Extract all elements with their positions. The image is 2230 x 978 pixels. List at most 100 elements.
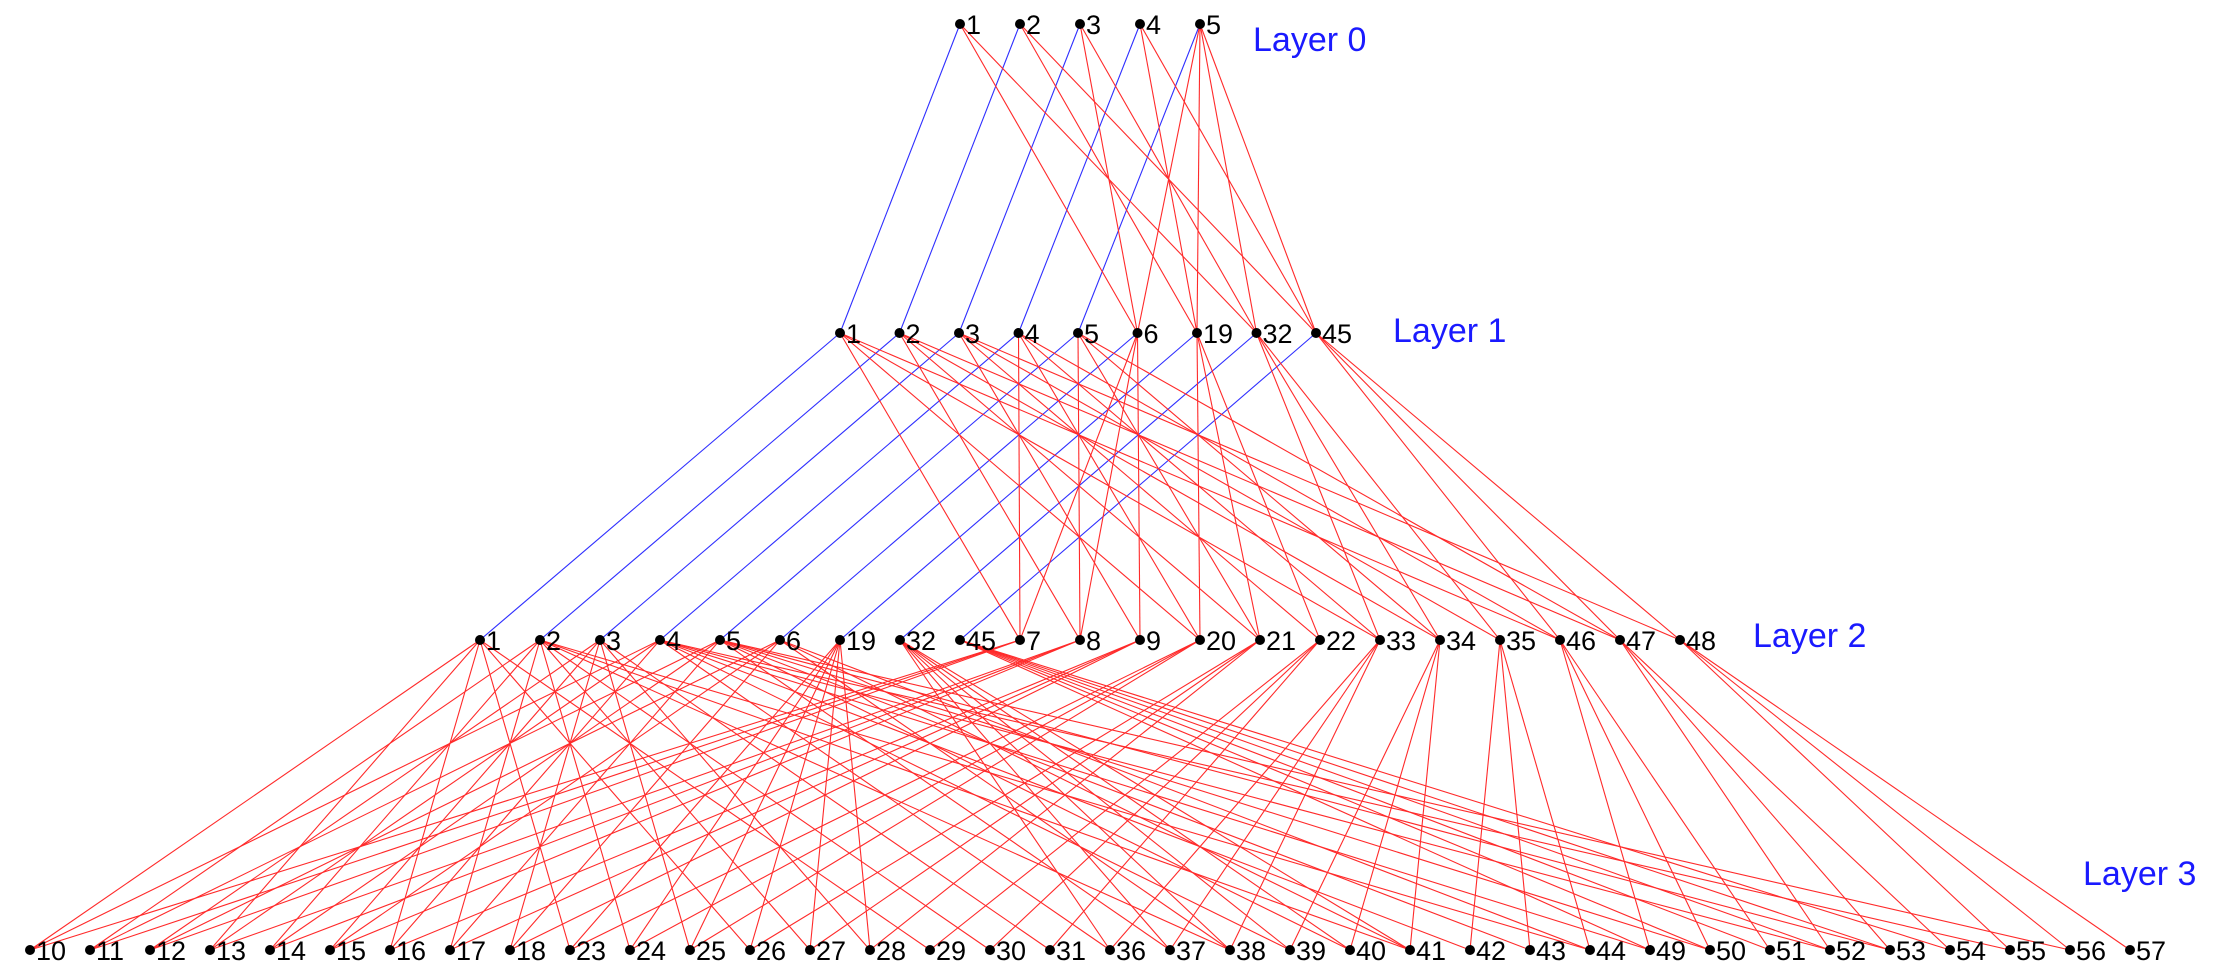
node-label: 11 xyxy=(96,936,124,966)
node-l2-21: 21 xyxy=(1255,626,1296,656)
edge-l1-45-to-l2-48 xyxy=(1315,332,1681,641)
node-label: 43 xyxy=(1536,936,1566,966)
edge-l1-4-to-l2-46 xyxy=(1018,332,1561,641)
node-label: 16 xyxy=(396,936,426,966)
node-label: 1 xyxy=(846,319,861,349)
edge-l2-1-to-l3-26 xyxy=(479,639,751,951)
edge-l2-2-to-l3-11 xyxy=(89,639,541,951)
node-label: 41 xyxy=(1416,936,1446,966)
node-dot xyxy=(1105,945,1115,955)
node-label: 4 xyxy=(1025,319,1040,349)
edge-l2-19-to-l3-25 xyxy=(689,639,841,951)
node-label: 18 xyxy=(516,936,546,966)
node-label: 45 xyxy=(966,626,996,656)
node-l2-19: 19 xyxy=(835,626,876,656)
edge-l0-5-to-l1-6 xyxy=(1136,23,1201,334)
edge-l1-6-to-l2-8 xyxy=(1079,332,1139,641)
node-l2-8: 8 xyxy=(1075,626,1101,656)
node-label: 24 xyxy=(636,936,666,966)
node-l3-24: 24 xyxy=(625,936,666,966)
node-dot xyxy=(1075,635,1085,645)
node-l3-56: 56 xyxy=(2065,936,2106,966)
node-label: 54 xyxy=(1956,936,1986,966)
node-dot xyxy=(505,945,515,955)
node-l3-44: 44 xyxy=(1585,936,1626,966)
node-label: 34 xyxy=(1446,626,1476,656)
node-l1-45: 45 xyxy=(1311,319,1352,349)
node-dot xyxy=(265,945,275,955)
node-dot xyxy=(1015,19,1025,29)
edge-l1-3-to-l2-3 xyxy=(599,332,960,641)
node-l3-18: 18 xyxy=(505,936,546,966)
node-dot xyxy=(1075,19,1085,29)
edge-l2-48-to-l3-56 xyxy=(1679,639,2071,951)
node-l2-35: 35 xyxy=(1495,626,1536,656)
edge-l2-19-to-l3-27 xyxy=(809,639,841,951)
node-l3-55: 55 xyxy=(2005,936,2046,966)
node-dot xyxy=(2125,945,2135,955)
edge-l2-3-to-l3-12 xyxy=(149,639,601,951)
node-label: 46 xyxy=(1566,626,1596,656)
node-dot xyxy=(1465,945,1475,955)
node-dot xyxy=(1195,635,1205,645)
node-label: 14 xyxy=(276,936,306,966)
edge-l1-45-to-l2-46 xyxy=(1315,332,1561,641)
edge-l2-45-to-l3-53 xyxy=(959,639,1891,951)
edge-l2-19-to-l3-23 xyxy=(569,639,841,951)
node-label: 50 xyxy=(1716,936,1746,966)
node-l0-3: 3 xyxy=(1075,10,1101,40)
edge-l2-46-to-l3-49 xyxy=(1559,639,1651,951)
node-label: 27 xyxy=(816,936,846,966)
node-dot xyxy=(1645,945,1655,955)
node-label: 36 xyxy=(1116,936,1146,966)
node-l3-43: 43 xyxy=(1525,936,1566,966)
edge-l2-19-to-l3-26 xyxy=(749,639,841,951)
node-l3-50: 50 xyxy=(1705,936,1746,966)
node-dot xyxy=(894,328,905,338)
node-label: 35 xyxy=(1506,626,1536,656)
node-label: 29 xyxy=(936,936,966,966)
node-label: 10 xyxy=(36,936,66,966)
node-label: 26 xyxy=(756,936,786,966)
node-l3-40: 40 xyxy=(1345,936,1386,966)
node-label: 2 xyxy=(1026,10,1041,40)
node-l0-1: 1 xyxy=(955,10,981,40)
node-dot xyxy=(1375,635,1385,645)
edge-l1-32-to-l2-33 xyxy=(1255,332,1381,641)
edges-group xyxy=(29,23,2131,951)
node-dot xyxy=(1945,945,1955,955)
node-l3-13: 13 xyxy=(205,936,246,966)
edge-l0-3-to-l1-3 xyxy=(958,23,1081,334)
node-l3-52: 52 xyxy=(1825,936,1866,966)
node-dot xyxy=(1825,945,1835,955)
node-dot xyxy=(1165,945,1175,955)
node-dot xyxy=(925,945,935,955)
node-l3-51: 51 xyxy=(1765,936,1806,966)
node-dot xyxy=(1015,635,1025,645)
node-label: 25 xyxy=(696,936,726,966)
node-l2-34: 34 xyxy=(1435,626,1476,656)
node-label: 31 xyxy=(1056,936,1086,966)
node-label: 44 xyxy=(1596,936,1626,966)
node-dot xyxy=(1675,635,1685,645)
node-dot xyxy=(955,635,965,645)
edge-l1-4-to-l2-7 xyxy=(1017,332,1021,641)
layer-3-label: Layer 3 xyxy=(2083,855,2196,893)
edge-l1-32-to-l2-34 xyxy=(1256,332,1441,641)
node-dot xyxy=(1195,19,1205,29)
node-dot xyxy=(1525,945,1535,955)
node-dot xyxy=(1045,945,1055,955)
node-l3-28: 28 xyxy=(865,936,906,966)
nodes-group: 1 2 3 4 51 2 3 4 5 6 19 32 451 2 3 4 5 6 19 32 45 7 8 9 20 21 22 33… xyxy=(25,10,2166,966)
node-label: 47 xyxy=(1626,626,1656,656)
edge-l2-4-to-l3-10 xyxy=(29,639,661,951)
node-l1-32: 32 xyxy=(1251,319,1293,349)
node-dot xyxy=(985,945,995,955)
edge-l2-32-to-l3-40 xyxy=(899,639,1351,951)
node-l2-3: 3 xyxy=(595,626,621,656)
node-dot xyxy=(865,945,875,955)
node-dot xyxy=(955,19,965,29)
node-dot xyxy=(954,328,964,338)
edge-l2-47-to-l3-54 xyxy=(1619,639,1951,951)
edge-l1-6-to-l2-7 xyxy=(1019,332,1139,641)
